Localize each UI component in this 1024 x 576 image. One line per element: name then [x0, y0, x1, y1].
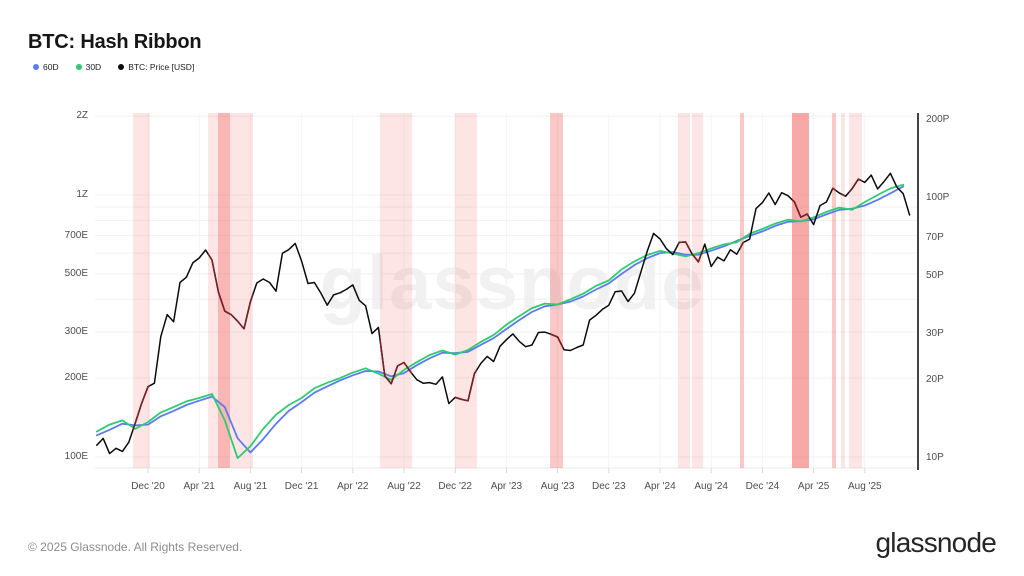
x-tick-dec--20: Dec '20	[131, 481, 165, 492]
y-right-tick-10P: 10P	[926, 452, 944, 463]
x-tick-dec--24: Dec '24	[745, 481, 780, 492]
x-tick-aug--24: Aug '24	[694, 481, 728, 492]
x-tick-apr--23: Apr '23	[490, 481, 523, 492]
chart-legend: 60D 30D BTC: Price [USD]	[33, 62, 194, 72]
x-tick-apr--24: Apr '24	[644, 481, 676, 492]
copyright-text: © 2025 Glassnode. All Rights Reserved.	[28, 540, 243, 554]
y-left-tick-1Z: 1Z	[76, 189, 88, 200]
y-left-tick-500E: 500E	[64, 267, 88, 279]
legend-item-btc-price[interactable]: BTC: Price [USD]	[118, 62, 194, 72]
legend-item-60d[interactable]: 60D	[33, 62, 59, 72]
page-title: BTC: Hash Ribbon	[28, 31, 202, 54]
y-right-tick-100P: 100P	[926, 192, 950, 203]
y-left-tick-2Z: 2Z	[76, 110, 88, 122]
y-left-tick-700E: 700E	[64, 229, 88, 241]
y-right-tick-30P: 30P	[926, 327, 944, 339]
y-right-tick-50P: 50P	[926, 270, 944, 282]
x-tick-apr--22: Apr '22	[337, 481, 369, 492]
legend-item-30d[interactable]: 30D	[75, 62, 102, 72]
x-tick-aug--23: Aug '23	[540, 481, 575, 492]
y-right-tick-70P: 70P	[926, 232, 944, 244]
x-tick-dec--23: Dec '23	[592, 481, 626, 492]
x-tick-apr--25: Apr '25	[797, 481, 830, 492]
x-tick-aug--21: Aug '21	[233, 481, 268, 492]
legend-dot-30d-icon	[75, 64, 82, 70]
legend-label-btc-price: BTC: Price [USD]	[128, 62, 195, 72]
y-left-tick-100E: 100E	[64, 451, 88, 462]
x-tick-dec--22: Dec '22	[438, 481, 472, 492]
legend-dot-60d-icon	[33, 64, 39, 70]
legend-label-60d: 60D	[43, 62, 59, 72]
x-tick-aug--25: Aug '25	[847, 481, 882, 492]
x-tick-aug--22: Aug '22	[387, 481, 421, 492]
y-right-tick-200P: 200P	[926, 113, 950, 125]
y-left-tick-300E: 300E	[64, 325, 88, 337]
glassnode-logo: glassnode	[875, 527, 997, 558]
y-left-tick-200E: 200E	[64, 372, 88, 384]
x-tick-dec--21: Dec '21	[284, 481, 319, 492]
legend-dot-btc-price-icon	[118, 64, 125, 70]
x-tick-apr--21: Apr '21	[183, 481, 215, 492]
y-right-tick-20P: 20P	[926, 373, 944, 385]
legend-label-30d: 30D	[85, 62, 102, 72]
